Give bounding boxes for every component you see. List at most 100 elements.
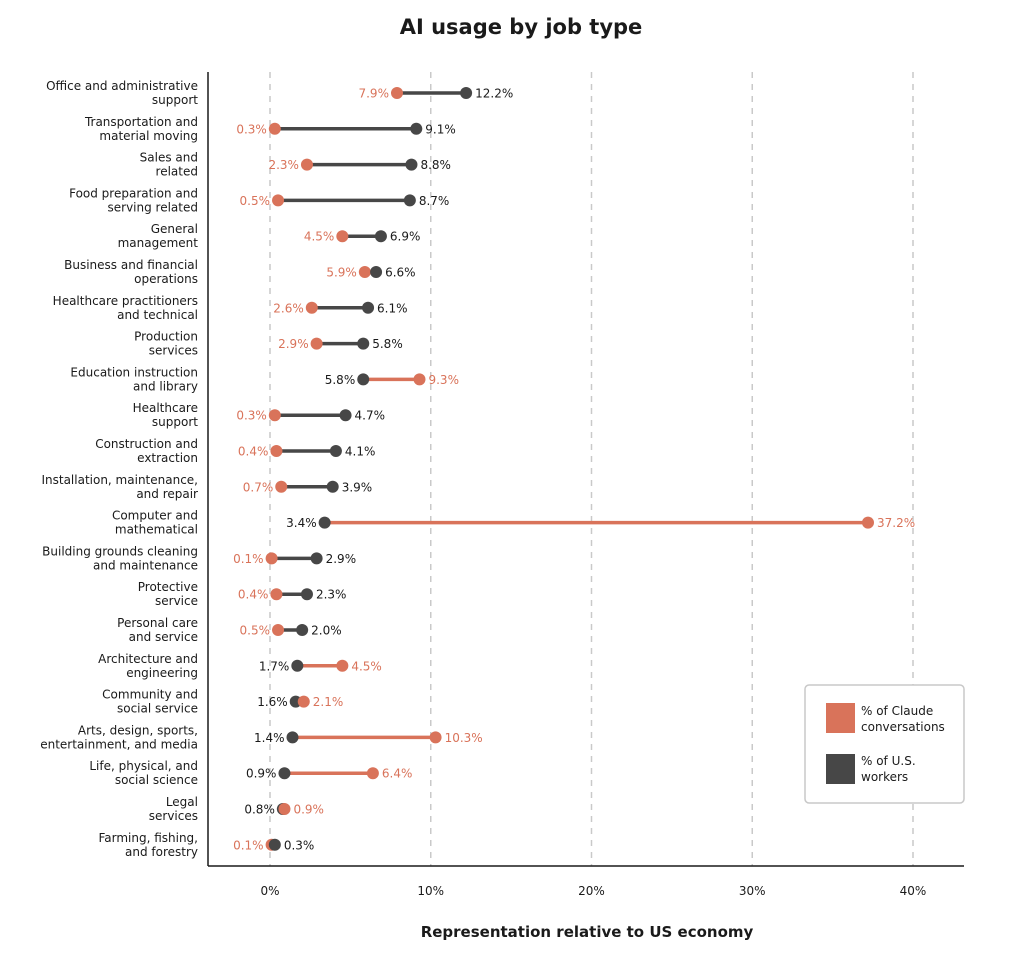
workers-dot-1 (410, 122, 423, 135)
category-label-line: Legal (166, 795, 198, 809)
claude-value-label-21: 0.1% (233, 838, 264, 852)
workers-value-label-16: 1.7% (259, 659, 290, 673)
workers-value-label-10: 4.1% (345, 445, 376, 459)
claude-dot-5 (358, 266, 371, 278)
workers-value-label-3: 8.7% (419, 194, 450, 208)
claude-value-label-12: 37.2% (877, 516, 915, 530)
legend-label-claude-line1: % of Claude (861, 704, 933, 718)
category-label-line: engineering (126, 666, 198, 680)
claude-value-label-16: 4.5% (351, 659, 382, 673)
claude-value-label-11: 0.7% (243, 480, 274, 494)
legend-swatch-claude (826, 703, 855, 733)
claude-value-label-20: 0.9% (293, 803, 324, 817)
category-label-line: support (152, 93, 198, 107)
claude-value-label-18: 10.3% (445, 731, 483, 745)
category-label-line: Architecture and (98, 652, 198, 666)
category-label-6: Healthcare practitioners and technical (53, 294, 198, 322)
category-label-line: and library (133, 379, 198, 393)
category-label-line: Production (134, 330, 198, 344)
category-label-line: and repair (136, 487, 198, 501)
category-label-line: entertainment, and media (40, 737, 198, 751)
x-tick-label-40: 40% (900, 884, 927, 898)
category-label-line: Farming, fishing, (98, 831, 198, 845)
claude-dot-3 (272, 194, 285, 207)
category-label-1: Transportation and material moving (84, 115, 198, 143)
workers-dot-14 (300, 588, 313, 601)
workers-value-label-2: 8.8% (420, 158, 451, 172)
category-label-20: Legal services (149, 795, 198, 823)
x-tick-label-30: 30% (739, 884, 766, 898)
workers-value-label-18: 1.4% (254, 731, 285, 745)
category-label-line: social service (117, 702, 198, 716)
workers-dot-11 (326, 480, 339, 493)
category-label-line: related (156, 165, 198, 179)
claude-dot-9 (268, 409, 281, 422)
category-label-15: Personal care and service (117, 616, 198, 644)
workers-value-label-21: 0.3% (284, 838, 315, 852)
x-tick-label-10: 10% (417, 884, 444, 898)
category-label-18: Arts, design, sports, entertainment, and … (40, 723, 198, 751)
claude-dot-15 (272, 624, 285, 636)
category-label-line: General (151, 222, 198, 236)
workers-dot-4 (374, 230, 387, 243)
dumbbell-marks: 7.9% 12.2% 0.3% 9.1% 2.3% 8.8% 0.5% 8.7% 4.5% 6.9… (233, 87, 915, 853)
legend-swatch-workers (826, 754, 855, 784)
category-label-line: Sales and (140, 151, 198, 165)
workers-dot-5 (370, 266, 383, 278)
category-label-line: and forestry (125, 845, 198, 859)
workers-dot-19 (278, 767, 291, 780)
claude-dot-12 (861, 516, 874, 529)
category-label-line: Community and (102, 688, 198, 702)
category-label-line: Education instruction (70, 365, 198, 379)
claude-dot-20 (278, 803, 291, 815)
workers-value-label-6: 6.1% (377, 301, 408, 315)
category-label-7: Production services (134, 330, 198, 358)
claude-value-label-6: 2.6% (273, 301, 304, 315)
workers-value-label-14: 2.3% (316, 588, 347, 602)
workers-value-label-9: 4.7% (355, 409, 386, 423)
workers-dot-2 (405, 158, 418, 171)
category-label-line: Personal care (117, 616, 198, 630)
x-tick-label-0: 0% (260, 884, 279, 898)
workers-dot-13 (310, 552, 323, 565)
category-label-line: material moving (99, 129, 198, 143)
workers-value-label-0: 12.2% (475, 87, 513, 101)
claude-value-label-7: 2.9% (278, 337, 309, 351)
category-label-16: Architecture and engineering (98, 652, 198, 680)
claude-value-label-9: 0.3% (236, 409, 267, 423)
category-label-line: extraction (137, 451, 198, 465)
workers-value-label-13: 2.9% (326, 552, 357, 566)
category-label-4: General management (118, 222, 199, 250)
claude-value-label-1: 0.3% (236, 122, 267, 136)
category-label-line: mathematical (115, 523, 198, 537)
claude-dot-16 (336, 659, 349, 672)
claude-dot-1 (268, 122, 281, 135)
category-label-3: Food preparation and serving related (69, 186, 198, 214)
claude-value-label-17: 2.1% (313, 695, 344, 709)
category-label-line: service (155, 594, 198, 608)
workers-dot-21 (268, 838, 281, 851)
category-label-line: services (149, 809, 198, 823)
legend-box (804, 684, 965, 804)
workers-dot-16 (291, 659, 304, 672)
category-label-19: Life, physical, and social science (89, 759, 198, 787)
x-axis-ticks: 0% 10% 20% 30% 40% (260, 884, 926, 898)
legend-label-claude-line2: conversations (861, 720, 945, 734)
legend: % of Claude conversations % of U.S. work… (804, 684, 965, 804)
workers-dot-3 (403, 194, 416, 207)
workers-value-label-15: 2.0% (311, 624, 342, 638)
workers-dot-12 (318, 516, 331, 529)
grid-lines (269, 72, 914, 866)
claude-dot-13 (265, 552, 278, 565)
workers-dot-7 (357, 337, 370, 350)
claude-dot-14 (270, 588, 283, 601)
claude-value-label-14: 0.4% (238, 588, 269, 602)
category-label-line: Installation, maintenance, (41, 473, 198, 487)
category-label-12: Computer and mathematical (112, 509, 198, 537)
claude-value-label-3: 0.5% (240, 194, 271, 208)
workers-dot-9 (339, 409, 352, 422)
claude-dot-11 (275, 480, 288, 493)
category-label-line: Life, physical, and (89, 759, 198, 773)
claude-value-label-0: 7.9% (358, 87, 389, 101)
category-label-line: social science (115, 773, 198, 787)
